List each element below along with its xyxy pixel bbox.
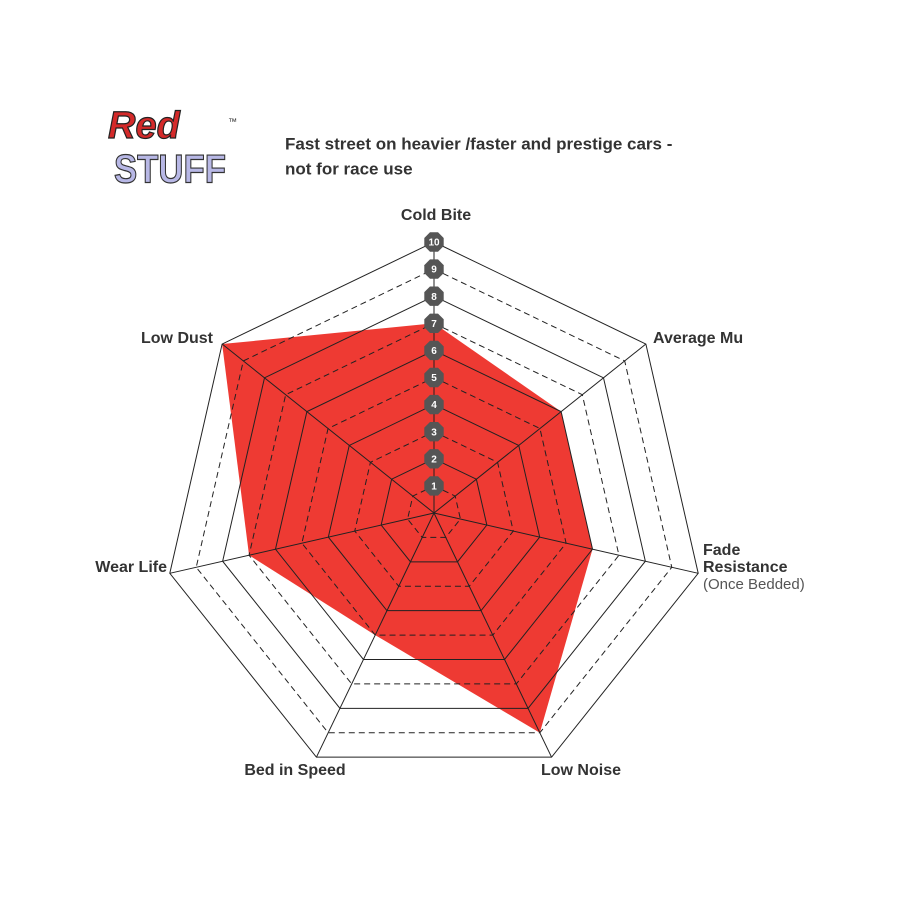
grid-ring	[248, 322, 620, 685]
spoke	[433, 512, 553, 758]
tick-badge	[424, 367, 444, 388]
tick-badge	[424, 421, 444, 442]
title-line: Fast street on heavier /faster and prest…	[285, 134, 672, 153]
tick-label: 9	[431, 265, 437, 276]
logo: Red STUFF ™	[107, 104, 237, 192]
data-area	[222, 323, 593, 733]
axis-label: Cold Bite	[401, 207, 471, 224]
spoke	[221, 343, 435, 514]
grid-ring	[354, 431, 514, 587]
tick-label: 7	[431, 319, 437, 330]
axis-label: Bed in Speed	[244, 762, 345, 779]
tick-label: 1	[431, 482, 437, 493]
axis-label: Average Mu	[653, 330, 743, 347]
logo-stuff: STUFF	[114, 148, 226, 192]
grid-ring	[274, 349, 594, 660]
tick-label: 2	[431, 454, 437, 465]
tick-badge	[424, 286, 444, 306]
axis-label-box: Fade Resistance(Once Bedded)	[703, 542, 805, 593]
title-line: not for race use	[285, 159, 413, 178]
axis-label: Fade Resistance	[703, 542, 788, 576]
axis-note: (Once Bedded)	[703, 576, 805, 593]
spoke	[433, 343, 647, 514]
grid-ring	[407, 485, 461, 538]
grid-ring	[301, 376, 567, 636]
tick-label: 10	[428, 238, 440, 249]
tick-badge	[424, 232, 444, 252]
spoke	[169, 512, 435, 574]
axis-label: Wear Life	[95, 559, 167, 576]
tick-label: 8	[431, 292, 437, 303]
axis-label: Low Noise	[541, 762, 621, 779]
tick-badge	[424, 313, 444, 334]
axis-label: Low Dust	[141, 330, 214, 347]
tick-badge	[424, 476, 444, 496]
tick-label: 6	[431, 346, 437, 357]
grid-ring	[327, 404, 541, 612]
grid-ring	[222, 295, 646, 709]
tick-badge	[424, 449, 444, 469]
grid-ring	[169, 241, 699, 758]
tick-label: 5	[431, 373, 437, 384]
spoke	[433, 512, 699, 574]
spoke	[315, 512, 435, 758]
grid-ring	[380, 458, 488, 563]
tick-badge	[424, 340, 444, 361]
logo-red: Red	[108, 105, 181, 147]
tick-label: 3	[431, 427, 437, 438]
grid-ring	[195, 268, 673, 734]
tick-badge	[424, 259, 444, 279]
tick-badge	[424, 394, 444, 415]
logo-trademark: ™	[228, 116, 237, 126]
tick-label: 4	[431, 400, 437, 411]
